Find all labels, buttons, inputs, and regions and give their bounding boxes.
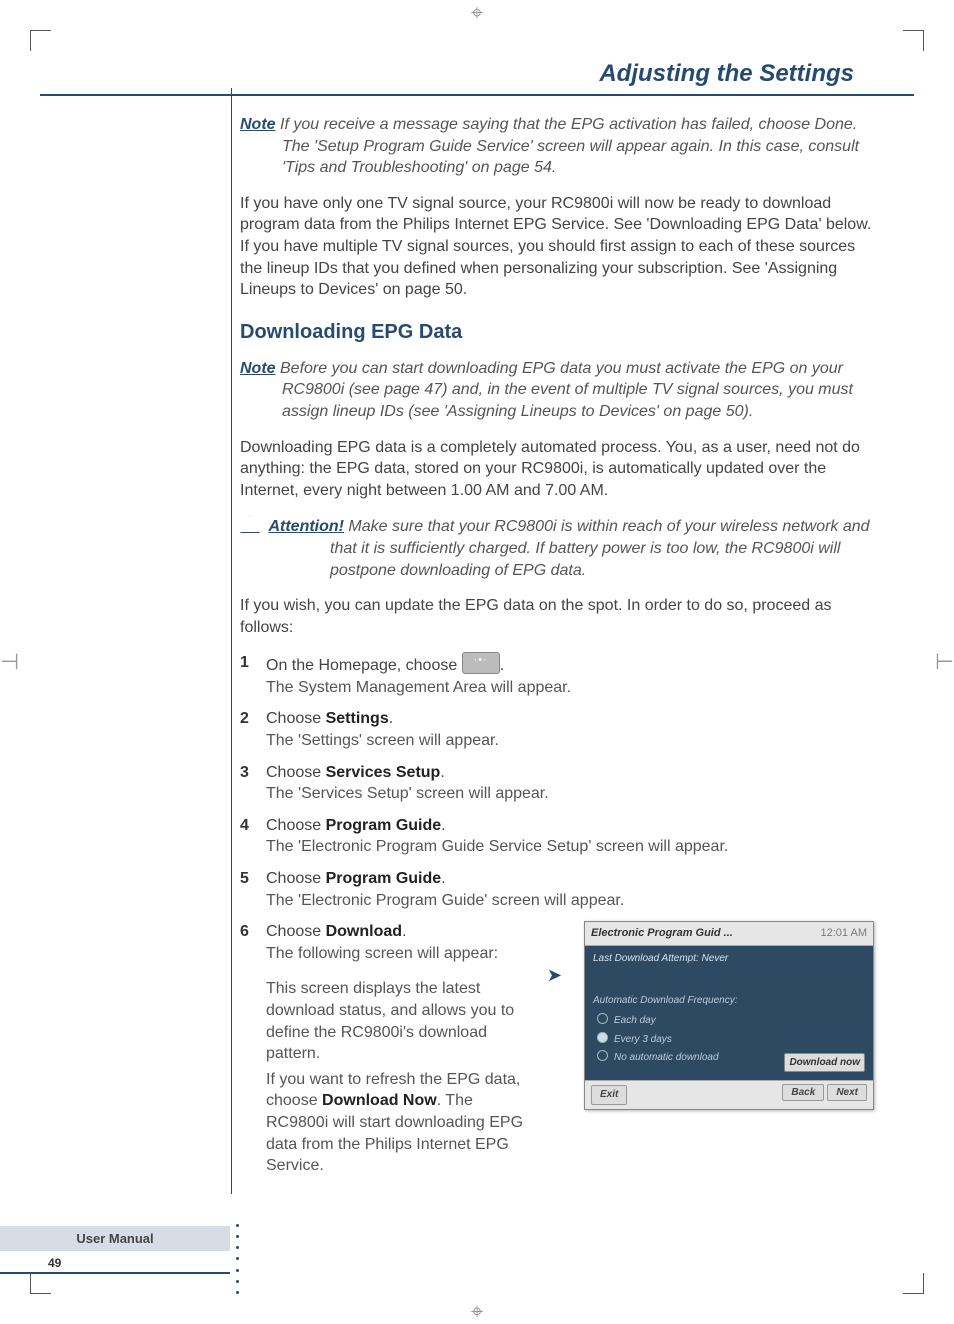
intro-paragraph: If you have only one TV signal source, y… (240, 193, 874, 301)
note-label: Note (240, 116, 276, 133)
step-4: 4 Choose Program Guide. The 'Electronic … (240, 815, 874, 858)
step-6: 6 Choose Download. The following screen … (240, 921, 874, 1177)
step-body: On the Homepage, choose . The System Man… (266, 652, 874, 698)
step-post: . (441, 817, 445, 834)
ss-status: Last Download Attempt: Never (593, 952, 865, 966)
crop-mark-bottom: ⌖ (471, 1298, 483, 1324)
step-body: Choose Settings. The 'Settings' screen w… (266, 708, 874, 751)
step-1: 1 On the Homepage, choose . The System M… (240, 652, 874, 698)
step-pre: Choose (266, 764, 326, 781)
note-label: Note (240, 360, 276, 377)
step-number: 6 (240, 921, 266, 1177)
step-number: 2 (240, 708, 266, 751)
step-body: Choose Program Guide. The 'Electronic Pr… (266, 815, 874, 858)
step-pre: Choose (266, 817, 326, 834)
step-2: 2 Choose Settings. The 'Settings' screen… (240, 708, 874, 751)
step-sub1: The following screen will appear: (266, 945, 498, 962)
corner-bl (30, 1273, 51, 1294)
step-post: . (402, 923, 406, 940)
radio-label: No automatic download (614, 1052, 719, 1063)
home-icon (462, 652, 500, 674)
chapter-title: Adjusting the Settings (599, 60, 854, 87)
ss-footer: Exit Back Next (585, 1080, 873, 1109)
arrow-icon: ➤ (547, 921, 562, 987)
period: . (500, 657, 504, 674)
note-text: If you receive a message saying that the… (276, 116, 860, 176)
step-result: The 'Electronic Program Guide Service Se… (266, 838, 728, 855)
section-heading: Downloading EPG Data (240, 319, 874, 346)
crop-mark-top: ⌖ (471, 0, 483, 26)
step-cmd: Download (326, 923, 402, 940)
download-now-button[interactable]: Download now (784, 1053, 865, 1073)
content-area: Note If you receive a message saying tha… (240, 114, 874, 1177)
step-body: Choose Services Setup. The 'Services Set… (266, 762, 874, 805)
corner-br (903, 1273, 924, 1294)
note-text: Before you can start downloading EPG dat… (276, 360, 853, 420)
back-button[interactable]: Back (782, 1084, 824, 1101)
next-button[interactable]: Next (827, 1084, 867, 1101)
epg-screenshot: Electronic Program Guid ... 12:01 AM Las… (584, 921, 874, 1109)
attention-text: Make sure that your RC9800i is within re… (330, 518, 870, 578)
note-block-1: Note If you receive a message saying tha… (240, 114, 874, 179)
step-sub3: If you want to refresh the EPG data, cho… (266, 1069, 529, 1177)
step-body: Choose Download. The following screen wi… (266, 921, 874, 1177)
footer-user-manual: User Manual (0, 1226, 230, 1251)
step-post: . (389, 710, 393, 727)
step-number: 1 (240, 652, 266, 698)
note-block-2: Note Before you can start downloading EP… (240, 358, 874, 423)
page-footer: User Manual 49 (0, 1226, 230, 1274)
step-body: Choose Program Guide. The 'Electronic Pr… (266, 868, 874, 911)
step-sub2: This screen displays the latest download… (266, 978, 529, 1064)
ss-radio-2[interactable]: Every 3 days (593, 1032, 865, 1047)
step-pre: Choose (266, 923, 326, 940)
step-cmd: Program Guide (326, 870, 442, 887)
step-text: On the Homepage, choose (266, 657, 462, 674)
ss-titlebar: Electronic Program Guid ... 12:01 AM (585, 922, 873, 946)
attention-label: Attention! (268, 518, 344, 535)
step-number: 5 (240, 868, 266, 911)
crop-mark-left: ⊣ (0, 649, 19, 675)
step-3: 3 Choose Services Setup. The 'Services S… (240, 762, 874, 805)
step-result: The 'Electronic Program Guide' screen wi… (266, 892, 624, 909)
paragraph-3: If you wish, you can update the EPG data… (240, 595, 874, 638)
step-post: . (441, 870, 445, 887)
step-pre: Choose (266, 710, 326, 727)
ss-body: Last Download Attempt: Never Automatic D… (585, 946, 873, 1080)
step-result: The 'Settings' screen will appear. (266, 732, 499, 749)
ss-title-text: Electronic Program Guid ... (591, 926, 733, 941)
attention-block: Attention! Make sure that your RC9800i i… (240, 515, 874, 581)
step-cmd: Settings (326, 710, 389, 727)
ss-radio-1[interactable]: Each day (593, 1013, 865, 1028)
step-pre: Choose (266, 870, 326, 887)
corner-tl (30, 30, 51, 51)
radio-label: Each day (614, 1015, 656, 1026)
warning-icon (240, 515, 260, 533)
step-5: 5 Choose Program Guide. The 'Electronic … (240, 868, 874, 911)
step-post: . (440, 764, 444, 781)
step-number: 3 (240, 762, 266, 805)
step-result: The System Management Area will appear. (266, 679, 571, 696)
page-header: Adjusting the Settings (40, 60, 914, 96)
sub3cmd: Download Now (322, 1092, 437, 1109)
step-number: 4 (240, 815, 266, 858)
radio-label: Every 3 days (614, 1034, 672, 1045)
footer-dots (232, 1224, 242, 1294)
step-result: The 'Services Setup' screen will appear. (266, 785, 549, 802)
paragraph-2: Downloading EPG data is a completely aut… (240, 437, 874, 502)
sidebar-divider (230, 88, 232, 1194)
ss-time: 12:01 AM (821, 926, 867, 941)
step-cmd: Program Guide (326, 817, 442, 834)
exit-button[interactable]: Exit (591, 1085, 627, 1105)
crop-mark-right: ⊢ (935, 649, 954, 675)
step-cmd: Services Setup (326, 764, 441, 781)
footer-page-number: 49 (0, 1251, 230, 1274)
ss-freq-label: Automatic Download Frequency: (593, 994, 865, 1008)
corner-tr (903, 30, 924, 51)
